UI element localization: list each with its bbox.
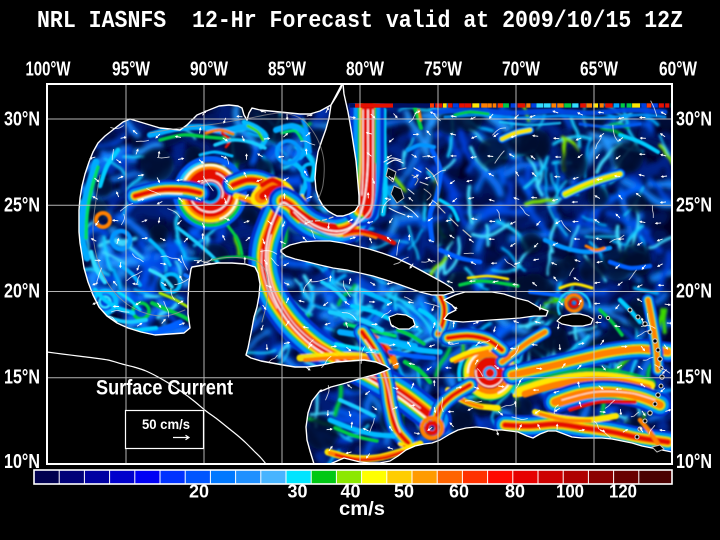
- svg-text:30°N: 30°N: [676, 109, 712, 131]
- svg-text:20°N: 20°N: [676, 281, 712, 303]
- svg-text:95°W: 95°W: [112, 59, 150, 81]
- svg-text:50 cm/s: 50 cm/s: [142, 416, 190, 432]
- svg-text:85°W: 85°W: [268, 59, 306, 81]
- svg-text:60: 60: [449, 482, 469, 502]
- svg-text:30°N: 30°N: [4, 109, 40, 131]
- svg-text:60°W: 60°W: [659, 59, 697, 81]
- svg-text:25°N: 25°N: [4, 195, 40, 217]
- svg-text:50: 50: [394, 482, 414, 502]
- svg-text:Surface Current: Surface Current: [96, 377, 233, 400]
- svg-text:40: 40: [341, 482, 361, 502]
- svg-text:30: 30: [288, 482, 308, 502]
- svg-text:10°N: 10°N: [4, 451, 40, 473]
- svg-text:80: 80: [505, 482, 525, 502]
- svg-text:75°W: 75°W: [424, 59, 462, 81]
- svg-text:15°N: 15°N: [676, 367, 712, 389]
- svg-text:100°W: 100°W: [26, 59, 71, 81]
- svg-text:cm/s: cm/s: [339, 499, 385, 520]
- svg-text:90°W: 90°W: [190, 59, 228, 81]
- svg-text:120: 120: [609, 482, 637, 502]
- svg-text:NRL IASNFS 12-Hr Forecast val: NRL IASNFS 12-Hr Forecast valid at 2009/…: [37, 8, 683, 35]
- svg-text:15°N: 15°N: [4, 367, 40, 389]
- svg-text:25°N: 25°N: [676, 195, 712, 217]
- svg-text:80°W: 80°W: [346, 59, 384, 81]
- svg-text:20°N: 20°N: [4, 281, 40, 303]
- svg-text:20: 20: [189, 482, 209, 502]
- svg-text:65°W: 65°W: [580, 59, 618, 81]
- svg-text:100: 100: [556, 482, 584, 502]
- svg-text:10°N: 10°N: [676, 451, 712, 473]
- svg-text:70°W: 70°W: [502, 59, 540, 81]
